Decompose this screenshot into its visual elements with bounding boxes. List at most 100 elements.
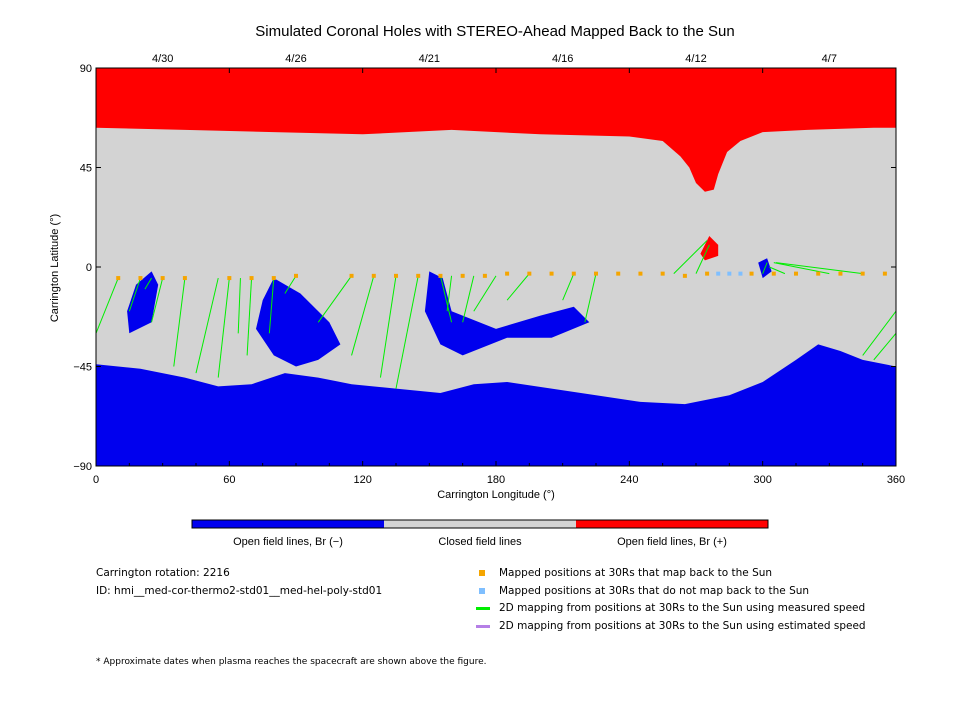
date-axis: 4/30 4/26 4/21 4/16 4/12 4/7 <box>152 53 837 65</box>
colorbar-segment <box>576 520 768 528</box>
mapping-line <box>217 278 230 378</box>
x-tick-label: 360 <box>887 474 905 486</box>
mapping-line <box>769 266 786 275</box>
mapped-point-not-back <box>727 271 732 276</box>
mapping-line <box>246 278 253 356</box>
y-tick-label: 45 <box>80 163 92 175</box>
mapping-line <box>873 333 896 361</box>
date-tick-label: 4/21 <box>419 53 440 65</box>
y-tick-label: −45 <box>73 362 92 374</box>
mapped-point-back <box>182 276 187 281</box>
colorbar-segment <box>384 520 576 528</box>
mapping-line <box>562 273 575 301</box>
colorbar-label: Open field lines, Br (−) <box>233 536 343 548</box>
mapped-back-swatch <box>479 570 485 576</box>
x-axis-label: Carrington Longitude (°) <box>437 489 555 501</box>
y-tick-label: −90 <box>73 461 92 473</box>
negative-open-field-polar-region <box>96 344 896 466</box>
colorbar-segment <box>192 520 384 528</box>
mapped-point-back <box>549 271 554 276</box>
mapping-line <box>584 273 597 323</box>
y-tick-label: 0 <box>86 262 92 274</box>
mapped-point-back <box>749 271 754 276</box>
mapped-point-back <box>138 276 143 281</box>
mapped-point-back <box>682 273 687 278</box>
mapped-point-back <box>371 273 376 278</box>
y-axis-label: Carrington Latitude (°) <box>49 214 61 322</box>
mapped-point-back <box>460 273 465 278</box>
mapped-point-back <box>660 271 665 276</box>
y-axis: −90 −45 0 45 90 <box>73 63 896 473</box>
x-axis: 0 60 120 180 240 300 360 <box>93 68 905 486</box>
mapping-line <box>862 310 896 356</box>
mapping-line <box>439 275 453 323</box>
mapping-line <box>237 278 241 334</box>
mapped-point-back <box>505 271 510 276</box>
model-id: ID: hmi__med-cor-thermo2-std01__med-hel-… <box>96 585 383 597</box>
mapping-lines-measured <box>96 240 896 389</box>
y-tick-label: 90 <box>80 63 92 75</box>
mapped-point-back <box>294 273 298 278</box>
plot-area <box>96 68 896 466</box>
mapped-point-back <box>571 271 576 276</box>
x-tick-label: 300 <box>753 474 771 486</box>
negative-coronal-hole-1 <box>256 278 341 367</box>
mapped-point-back <box>816 271 821 276</box>
mapped-point-back <box>882 271 887 276</box>
x-tick-label: 120 <box>353 474 371 486</box>
mapped-point-back <box>838 271 843 276</box>
mapped-point-back <box>438 273 443 278</box>
negative-coronal-hole-2 <box>424 271 590 356</box>
mapped-point-back <box>416 273 421 278</box>
mapping-line <box>695 244 710 274</box>
mapping-line <box>379 275 397 378</box>
legend-estimated-speed: 2D mapping from positions at 30Rs to the… <box>499 620 866 632</box>
mapped-point-back <box>249 276 254 281</box>
mapping-line <box>395 275 419 389</box>
colorbar-frame <box>191 519 769 529</box>
mapped-point-back <box>116 276 121 281</box>
footnote: * Approximate dates when plasma reaches … <box>96 657 487 667</box>
colorbar-label: Open field lines, Br (+) <box>617 536 727 548</box>
measured-speed-swatch <box>476 607 490 610</box>
chart-title: Simulated Coronal Holes with STEREO-Ahea… <box>255 23 734 40</box>
legend-mapped-back: Mapped positions at 30Rs that map back t… <box>499 567 773 579</box>
mapped-point-back <box>271 276 276 281</box>
mapping-line <box>762 262 768 274</box>
mapped-point-not-back <box>738 271 743 276</box>
date-tick-label: 4/26 <box>285 53 306 65</box>
date-tick-label: 4/12 <box>685 53 706 65</box>
mapping-line <box>173 277 186 367</box>
x-tick-label: 180 <box>487 474 505 486</box>
mapped-point-back <box>616 271 621 276</box>
mapped-point-back <box>160 276 165 281</box>
mapped-point-not-back <box>716 271 721 276</box>
mapped-point-back <box>227 276 232 281</box>
rotation-info: Carrington rotation: 2216 <box>96 567 230 579</box>
positive-open-field-polar-region <box>96 68 896 192</box>
mapping-line <box>128 277 141 312</box>
negative-coronal-hole-0 <box>127 271 159 334</box>
mapping-line <box>775 262 863 275</box>
mapping-line <box>151 277 164 323</box>
date-tick-label: 4/30 <box>152 53 173 65</box>
colorbar: Open field lines, Br (−) Closed field lin… <box>191 519 769 548</box>
mapped-point-back <box>394 273 398 278</box>
mapped-point-back <box>638 271 643 276</box>
colorbar-label: Closed field lines <box>438 536 522 548</box>
mapped-point-back <box>482 273 487 278</box>
mapped-point-back <box>594 271 598 276</box>
date-tick-label: 4/16 <box>552 53 573 65</box>
mapping-line <box>446 275 453 312</box>
mapped-point-back <box>794 271 798 276</box>
date-tick-label: 4/7 <box>822 53 837 65</box>
mapped-point-back <box>860 271 865 276</box>
mapped-points <box>116 271 887 281</box>
mapped-point-back <box>527 271 532 276</box>
estimated-speed-swatch <box>476 625 490 628</box>
mapping-line <box>351 275 375 356</box>
x-tick-label: 240 <box>620 474 638 486</box>
mapping-line <box>96 277 119 334</box>
mapped-point-back <box>349 273 354 278</box>
